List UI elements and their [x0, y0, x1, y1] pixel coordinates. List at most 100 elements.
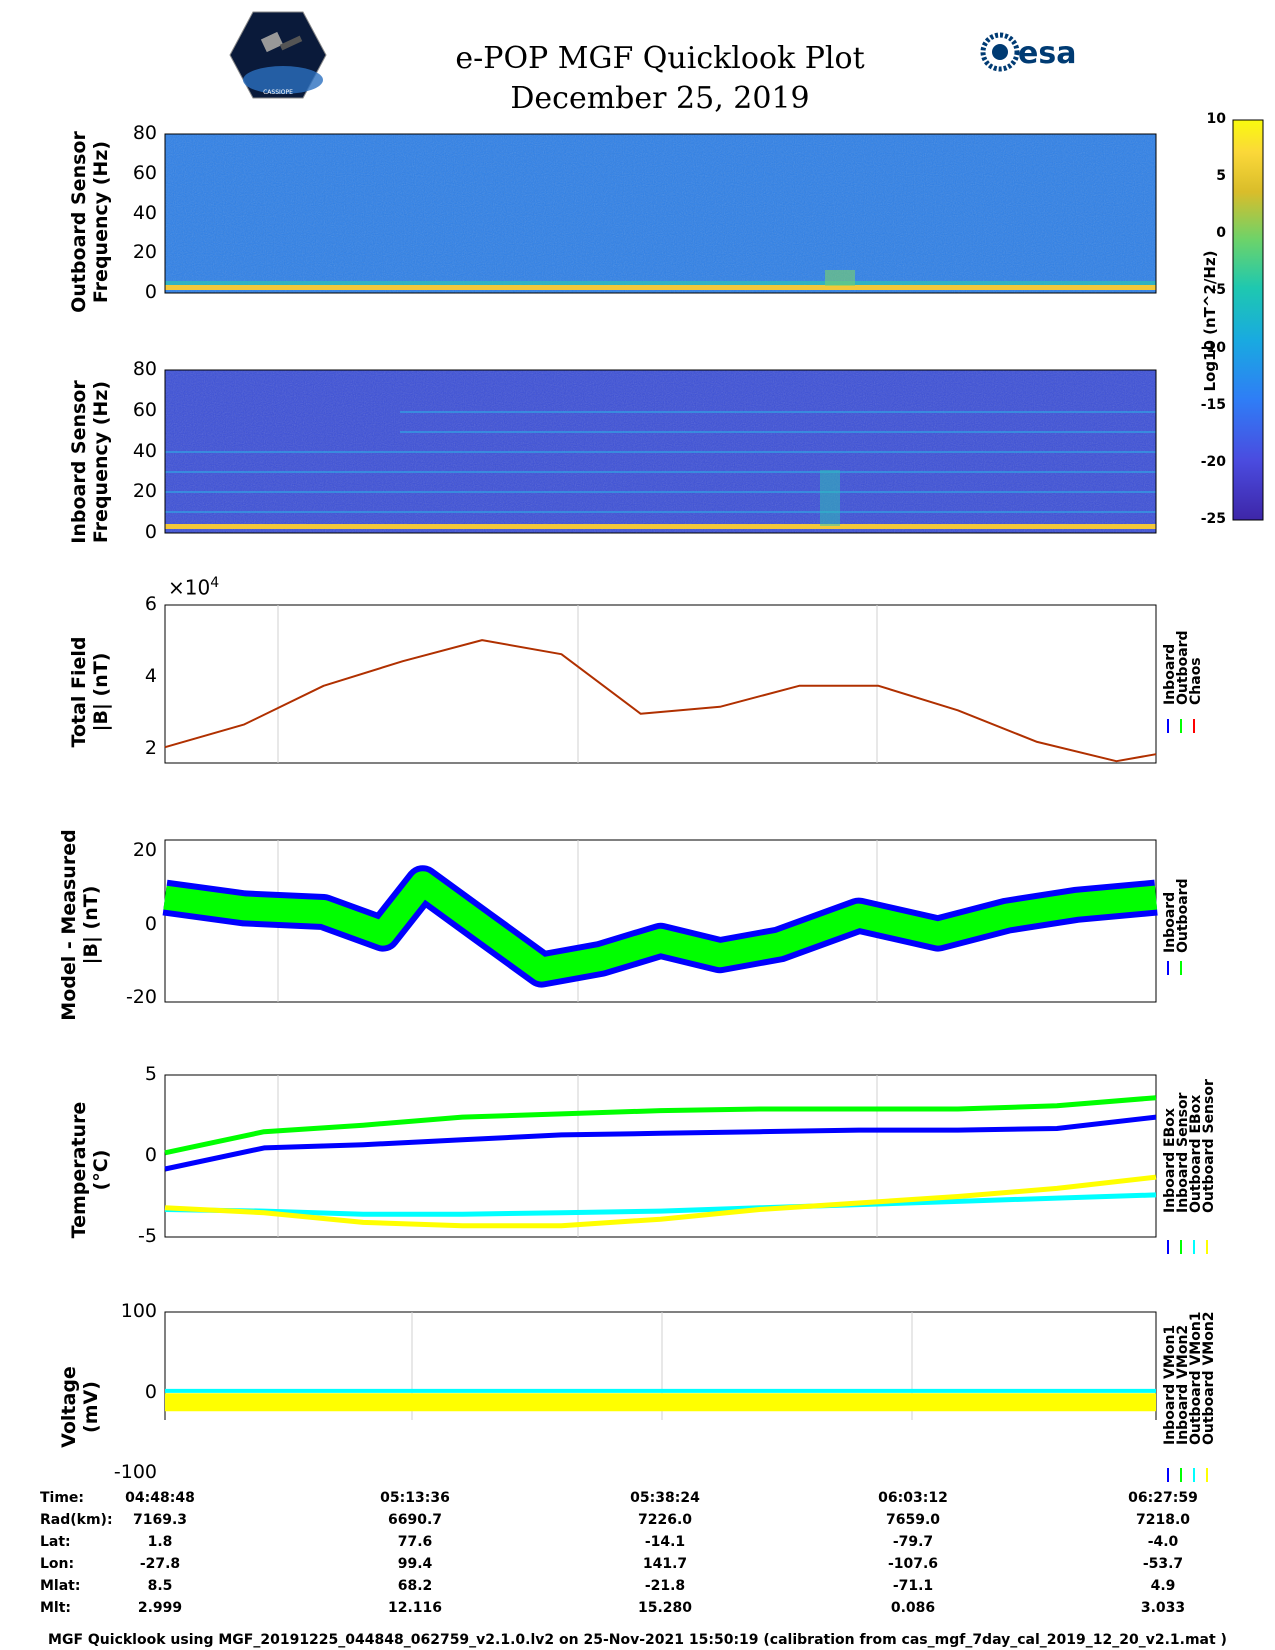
- ephemeris-label: Time:: [40, 1490, 85, 1506]
- ephemeris-cell: 7659.0: [885, 1512, 941, 1528]
- ephemeris-label: Lon:: [40, 1556, 75, 1572]
- cassiope-logo: CASSIOPE: [228, 10, 328, 100]
- ephemeris-label: Lat:: [40, 1534, 71, 1550]
- model-diff-tick: -20: [125, 986, 157, 1009]
- colorbar-tick: -10: [1200, 339, 1226, 356]
- inboard-tick: 80: [132, 358, 157, 380]
- md-frame: [164, 839, 1157, 1003]
- ephemeris-cell: -107.6: [887, 1556, 939, 1572]
- ephemeris-cell: -21.8: [644, 1578, 686, 1594]
- ephemeris-cell: -4.0: [1147, 1534, 1179, 1550]
- ephemeris-cell: 04:48:48: [125, 1490, 195, 1506]
- ephemeris-cell: -79.7: [892, 1534, 934, 1550]
- temperature-legend-label: Outboard Sensor: [1201, 1079, 1217, 1213]
- ephemeris-cell: 05:13:36: [380, 1490, 450, 1506]
- temperature-line-0: [164, 1095, 1157, 1156]
- esa-logo: esa: [978, 30, 1098, 76]
- outboard-spec-lowband2: [165, 281, 1156, 285]
- voltage-tick: 0: [144, 1380, 157, 1403]
- ephemeris-cell: -14.1: [644, 1534, 686, 1550]
- esa-text: esa: [1018, 36, 1076, 71]
- ephemeris-cell: 06:27:59: [1128, 1490, 1198, 1506]
- spec_out-frame: [164, 133, 1157, 294]
- ephemeris-cell: 3.033: [1140, 1600, 1186, 1616]
- tf-frame: [164, 604, 1157, 764]
- spec_in-frame: [164, 369, 1157, 534]
- total-field-legend-marker: [1167, 719, 1169, 733]
- page-title: e-POP MGF Quicklook Plot: [455, 41, 865, 76]
- outboard-spectrogram: [165, 134, 1156, 293]
- colorbar: [1232, 119, 1264, 521]
- model-diff-tick: 0: [144, 912, 157, 935]
- colorbar-gradient: [1232, 119, 1264, 521]
- colorbar-tick: 10: [1206, 111, 1226, 127]
- ephemeris-cell: 4.9: [1150, 1578, 1176, 1594]
- outboard-tick: 0: [144, 281, 157, 303]
- inboard-spec-lowband: [165, 524, 1156, 529]
- inboard-spectrogram: [165, 370, 1156, 533]
- temperature-line-1: [164, 1114, 1157, 1172]
- inboard-tick: 20: [132, 480, 157, 503]
- ephemeris-cell: 2.999: [137, 1600, 183, 1616]
- total-field-ylabel: Total Field |B| (nT): [68, 636, 112, 748]
- ephemeris-cell: 77.6: [397, 1534, 433, 1550]
- colorbar-tick: -25: [1200, 511, 1226, 527]
- ephemeris-cell: 05:38:24: [630, 1490, 700, 1506]
- ephemeris-cell: -71.1: [892, 1578, 934, 1594]
- ephemeris-cell: -53.7: [1142, 1556, 1184, 1572]
- colorbar-tick: 0: [1216, 225, 1226, 242]
- temperature-tick: 0: [144, 1144, 157, 1166]
- total-field-legend-marker: [1180, 719, 1182, 733]
- cassiope-text: CASSIOPE: [263, 89, 293, 96]
- voltage-legend-marker: [1167, 1468, 1169, 1482]
- total-field-tick: 2: [144, 736, 157, 759]
- ephemeris-cell: 12.116: [387, 1600, 443, 1616]
- colorbar-tick: -5: [1210, 282, 1226, 299]
- voltage-legend-marker: [1206, 1468, 1208, 1482]
- ephemeris-cell: 1.8: [147, 1534, 173, 1550]
- temperature-legend-marker: [1206, 1240, 1208, 1254]
- ephemeris-cell: 15.280: [637, 1600, 693, 1616]
- total-field-legend-marker: [1193, 719, 1195, 733]
- voltage-tick: -100: [113, 1461, 157, 1483]
- ephemeris-cell: 141.7: [642, 1556, 688, 1572]
- colorbar-tick: -15: [1200, 396, 1226, 413]
- model-diff-tick: 20: [132, 839, 157, 862]
- voltage-legend-label: Outboard VMon2: [1201, 1311, 1217, 1445]
- ephemeris-cell: 68.2: [397, 1578, 433, 1594]
- model-diff-legend-marker: [1180, 961, 1182, 975]
- ephemeris-cell: 7218.0: [1135, 1512, 1191, 1528]
- colorbar-label: Log10 (nT^2/Hz): [1201, 250, 1219, 392]
- total-field-chaos-line: [164, 639, 1157, 763]
- model-diff-outboard-band: [163, 871, 1158, 982]
- outboard-tick: 20: [132, 241, 157, 264]
- ephemeris-label: Mlt:: [40, 1600, 72, 1616]
- ephemeris-cell: 06:03:12: [878, 1490, 948, 1506]
- inboard-tick: 60: [132, 398, 157, 421]
- voltage-tick: 100: [120, 1300, 157, 1322]
- voltage-ylabel: Voltage (mV): [58, 1366, 102, 1448]
- ephemeris-cell: 99.4: [397, 1556, 433, 1572]
- model-diff-legend-label: Outboard: [1175, 878, 1191, 953]
- total-field-exponent: ×104: [168, 575, 220, 600]
- inboard-spec-burst: [820, 470, 840, 526]
- ephemeris-cell: 7226.0: [637, 1512, 693, 1528]
- voltage-legend-marker: [1193, 1468, 1195, 1482]
- outboard-spec-burst: [825, 270, 855, 286]
- ephemeris-label: Rad(km):: [40, 1512, 113, 1528]
- temperature-tick: 5: [144, 1063, 157, 1085]
- model-diff-legend-marker: [1167, 961, 1169, 975]
- outboard-spec-lowband: [165, 285, 1156, 290]
- temperature-line-3: [164, 1174, 1157, 1229]
- footer: MGF Quicklook using MGF_20191225_044848_…: [48, 1632, 1227, 1648]
- page-date: December 25, 2019: [510, 81, 810, 116]
- outboard-tick: 40: [132, 201, 157, 224]
- ephemeris-cell: 6690.7: [387, 1512, 443, 1528]
- tp-frame: [164, 1074, 1157, 1238]
- ephemeris-cell: 7169.3: [132, 1512, 188, 1528]
- ephemeris-cell: 0.086: [890, 1600, 936, 1616]
- plots-canvas: [162, 119, 1264, 1420]
- temperature-legend-marker: [1180, 1240, 1182, 1254]
- outboard-spec-noise: [165, 134, 1156, 293]
- temperature-legend-marker: [1167, 1240, 1169, 1254]
